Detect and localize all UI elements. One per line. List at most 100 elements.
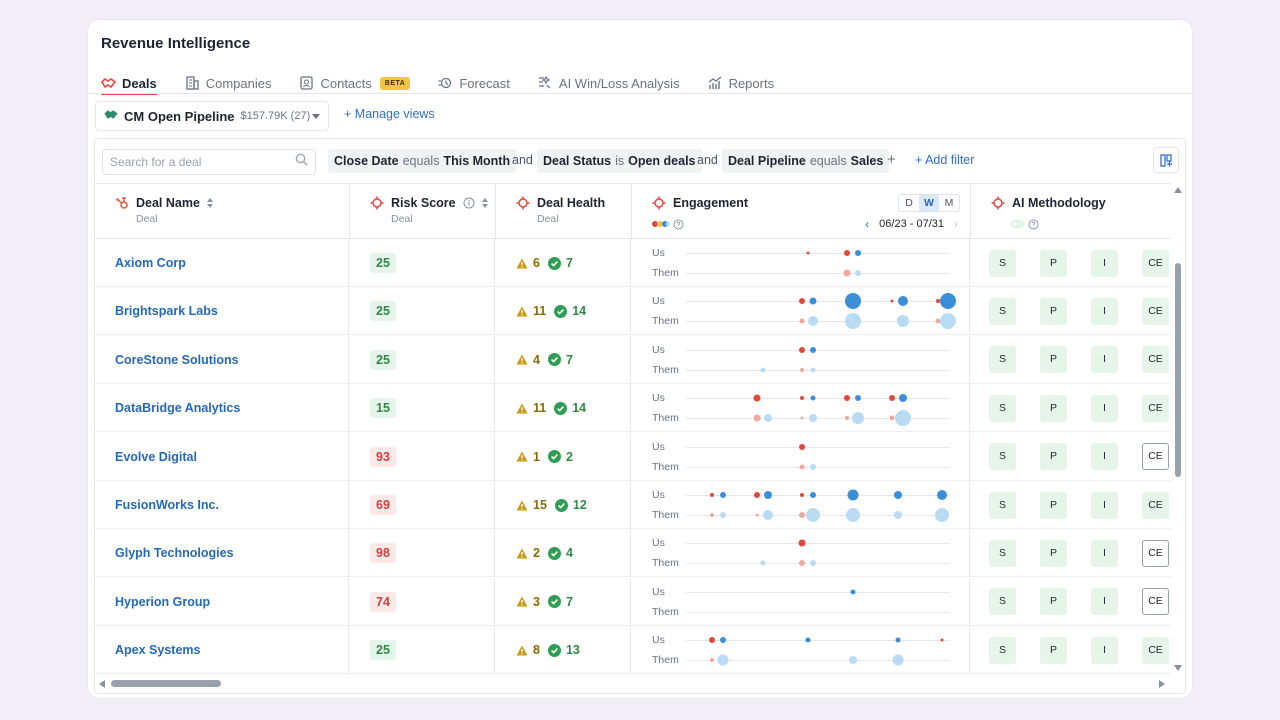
scroll-down-icon[interactable] <box>1174 665 1182 671</box>
methodology-chip[interactable]: P <box>1040 539 1067 567</box>
methodology-chip[interactable]: S <box>989 297 1016 325</box>
table-row[interactable]: Brightspark Labs 25 11 14 Us Them S P I CE <box>95 287 1173 336</box>
deal-name-link[interactable]: Apex Systems <box>95 626 349 675</box>
methodology-chip[interactable]: CE <box>1142 491 1169 519</box>
table-row[interactable]: DataBridge Analytics 15 11 14 Us Them S P I CE <box>95 384 1173 433</box>
methodology-chip[interactable]: S <box>989 539 1016 567</box>
toggle-icon[interactable] <box>1011 215 1025 233</box>
methodology-chip[interactable]: P <box>1040 249 1067 277</box>
view-selector[interactable]: CM Open Pipeline $157.79K (27) <box>95 101 329 131</box>
deal-health-cell[interactable]: 8 13 <box>496 626 631 675</box>
tab-deals[interactable]: Deals <box>101 72 157 95</box>
engagement-cell[interactable]: Us Them <box>632 432 970 481</box>
table-row[interactable]: FusionWorks Inc. 69 15 12 Us Them S P I CE <box>95 481 1173 529</box>
filter-close-date[interactable]: Close Date equals This Month <box>328 149 517 173</box>
column-layout-button[interactable] <box>1153 147 1179 173</box>
col-risk-score[interactable]: Risk Score Deal <box>350 184 496 238</box>
add-filter-button[interactable]: + Add filter <box>915 153 975 167</box>
deal-name-link[interactable]: Glyph Technologies <box>95 529 349 578</box>
engagement-cell[interactable]: Us Them <box>632 239 970 287</box>
chevron-left-icon[interactable]: ‹ <box>865 217 870 231</box>
scroll-thumb[interactable] <box>1175 263 1181 477</box>
methodology-chip[interactable]: I <box>1091 443 1118 471</box>
engagement-cell[interactable]: Us Them <box>632 335 970 384</box>
methodology-chip[interactable]: I <box>1091 491 1118 519</box>
methodology-chip[interactable]: CE <box>1142 297 1169 325</box>
engagement-cell[interactable]: Us Them <box>632 577 970 626</box>
help-icon[interactable] <box>1028 218 1039 230</box>
tab-companies[interactable]: Companies <box>185 72 271 94</box>
manage-views-link[interactable]: + Manage views <box>344 107 435 121</box>
scroll-left-icon[interactable] <box>99 680 105 688</box>
deal-name-link[interactable]: Axiom Corp <box>95 239 349 287</box>
period-week[interactable]: W <box>919 195 939 211</box>
methodology-chip[interactable]: P <box>1040 346 1067 374</box>
deal-search[interactable] <box>102 149 316 175</box>
deal-health-cell[interactable]: 11 14 <box>496 287 631 336</box>
methodology-chip[interactable]: S <box>989 491 1016 519</box>
add-condition-icon[interactable]: + <box>887 151 896 168</box>
col-deal-name[interactable]: Deal Name Deal <box>95 184 350 238</box>
methodology-chip[interactable]: CE <box>1142 588 1169 616</box>
tab-forecast[interactable]: Forecast <box>438 72 510 94</box>
period-day[interactable]: D <box>905 197 913 209</box>
table-row[interactable]: Glyph Technologies 98 2 4 Us Them S P I CE <box>95 529 1173 578</box>
methodology-chip[interactable]: P <box>1040 491 1067 519</box>
methodology-chip[interactable]: S <box>989 394 1016 422</box>
engagement-cell[interactable]: Us Them <box>632 529 970 578</box>
search-input[interactable] <box>110 155 280 169</box>
horizontal-scrollbar[interactable] <box>95 675 1185 693</box>
methodology-chip[interactable]: S <box>989 443 1016 471</box>
tab-reports[interactable]: Reports <box>708 72 774 94</box>
scroll-up-icon[interactable] <box>1174 187 1182 193</box>
methodology-chip[interactable]: I <box>1091 346 1118 374</box>
methodology-chip[interactable]: CE <box>1142 636 1169 664</box>
methodology-chip[interactable]: CE <box>1142 346 1169 374</box>
table-row[interactable]: Hyperion Group 74 3 7 Us Them S P I CE <box>95 577 1173 626</box>
methodology-chip[interactable]: I <box>1091 636 1118 664</box>
chevron-right-icon[interactable]: › <box>954 217 958 231</box>
deal-name-link[interactable]: FusionWorks Inc. <box>95 481 349 529</box>
period-month[interactable]: M <box>944 197 954 209</box>
sort-icon[interactable] <box>206 198 213 208</box>
scroll-right-icon[interactable] <box>1159 680 1165 688</box>
deal-name-link[interactable]: CoreStone Solutions <box>95 335 349 384</box>
col-engagement[interactable]: Engagement D W M <box>632 184 971 238</box>
methodology-chip[interactable]: P <box>1040 636 1067 664</box>
scroll-thumb[interactable] <box>111 680 221 687</box>
methodology-chip[interactable]: I <box>1091 394 1118 422</box>
methodology-chip[interactable]: P <box>1040 394 1067 422</box>
col-deal-health[interactable]: Deal Health Deal <box>496 184 632 238</box>
methodology-chip[interactable]: S <box>989 636 1016 664</box>
table-row[interactable]: Evolve Digital 93 1 2 Us Them S P I CE <box>95 432 1173 481</box>
col-ai-methodology[interactable]: AI Methodology <box>971 184 1173 238</box>
tab-ai-win-loss[interactable]: AI Win/Loss Analysis <box>538 72 680 94</box>
methodology-chip[interactable]: I <box>1091 297 1118 325</box>
deal-health-cell[interactable]: 11 14 <box>496 384 631 433</box>
engagement-cell[interactable]: Us Them <box>632 384 970 433</box>
engagement-cell[interactable]: Us Them <box>632 626 970 675</box>
filter-deal-pipeline[interactable]: Deal Pipeline equals Sales <box>722 149 890 173</box>
methodology-chip[interactable]: I <box>1091 249 1118 277</box>
sort-icon[interactable] <box>481 198 488 208</box>
methodology-chip[interactable]: S <box>989 588 1016 616</box>
help-icon[interactable] <box>673 218 684 230</box>
engagement-cell[interactable]: Us Them <box>632 481 970 529</box>
methodology-chip[interactable]: CE <box>1142 539 1169 567</box>
methodology-chip[interactable]: P <box>1040 443 1067 471</box>
methodology-chip[interactable]: CE <box>1142 394 1169 422</box>
methodology-chip[interactable]: CE <box>1142 249 1169 277</box>
methodology-chip[interactable]: S <box>989 346 1016 374</box>
table-row[interactable]: Axiom Corp 25 6 7 Us Them S P I CE <box>95 239 1173 287</box>
methodology-chip[interactable]: I <box>1091 539 1118 567</box>
vertical-scrollbar[interactable] <box>1171 183 1185 675</box>
table-row[interactable]: Apex Systems 25 8 13 Us Them S P I CE <box>95 626 1173 675</box>
methodology-chip[interactable]: P <box>1040 588 1067 616</box>
methodology-chip[interactable]: S <box>989 249 1016 277</box>
methodology-chip[interactable]: P <box>1040 297 1067 325</box>
